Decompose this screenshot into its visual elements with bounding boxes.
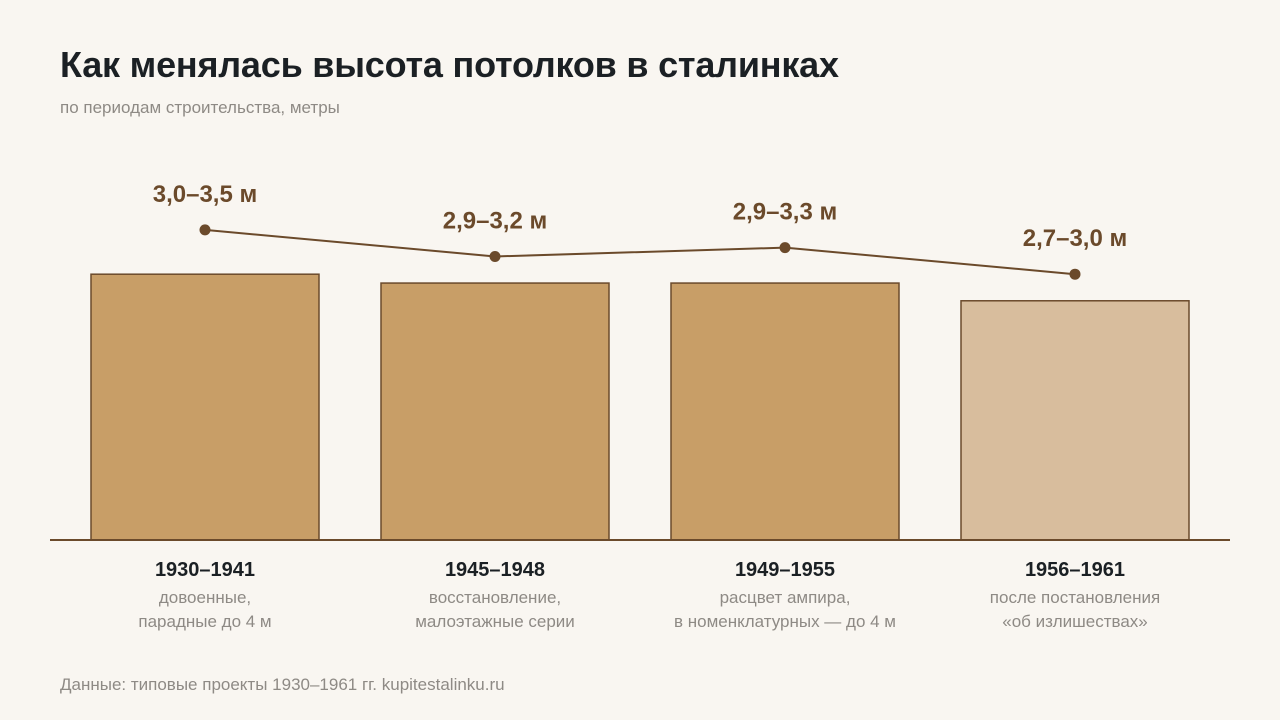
bar-4 <box>960 300 1190 541</box>
upper-bound-point-3 <box>779 242 791 254</box>
category-note-3-line-1: расцвет ампира, <box>720 588 851 607</box>
upper-bound-point-4 <box>1069 268 1081 280</box>
value-label-1: 3,0–3,5 м <box>153 181 258 208</box>
category-note-3-line-2: в номенклатурных — до 4 м <box>674 612 896 631</box>
chart-subtitle: по периодам строительства, метры <box>60 98 340 117</box>
bar-3 <box>670 282 900 541</box>
upper-bound-line <box>204 228 1076 276</box>
category-label-4: 1956–1961 <box>1025 559 1125 581</box>
data-source-note: Данные: типовые проекты 1930–1961 гг. ku… <box>60 675 505 694</box>
bar-1 <box>90 273 320 541</box>
trend-line-layer <box>199 224 1081 280</box>
category-note-1-line-1: довоенные, <box>159 588 251 607</box>
category-label-1: 1930–1941 <box>155 559 255 581</box>
category-note-4-line-1: после постановления <box>990 588 1160 607</box>
category-note-2-line-1: восстановление, <box>429 588 561 607</box>
upper-bound-point-1 <box>199 224 211 236</box>
bar-2 <box>380 282 610 541</box>
upper-bound-point-2 <box>489 250 501 262</box>
value-label-4: 2,7–3,0 м <box>1023 225 1128 252</box>
category-note-1-line-2: парадные до 4 м <box>138 612 271 631</box>
labels-layer: 3,0–3,5 м 1930–1941 довоенные, парадные до … <box>138 181 1160 631</box>
category-label-3: 1949–1955 <box>735 559 835 581</box>
category-note-4-line-2: «об излишествах» <box>1002 612 1148 631</box>
chart-title: Как менялась высота потолков в сталинках <box>60 44 839 85</box>
value-label-2: 2,9–3,2 м <box>443 207 548 234</box>
value-label-3: 2,9–3,3 м <box>733 199 838 226</box>
category-note-2-line-2: малоэтажные серии <box>415 612 575 631</box>
bars-layer <box>90 273 1190 541</box>
category-label-2: 1945–1948 <box>445 559 545 581</box>
